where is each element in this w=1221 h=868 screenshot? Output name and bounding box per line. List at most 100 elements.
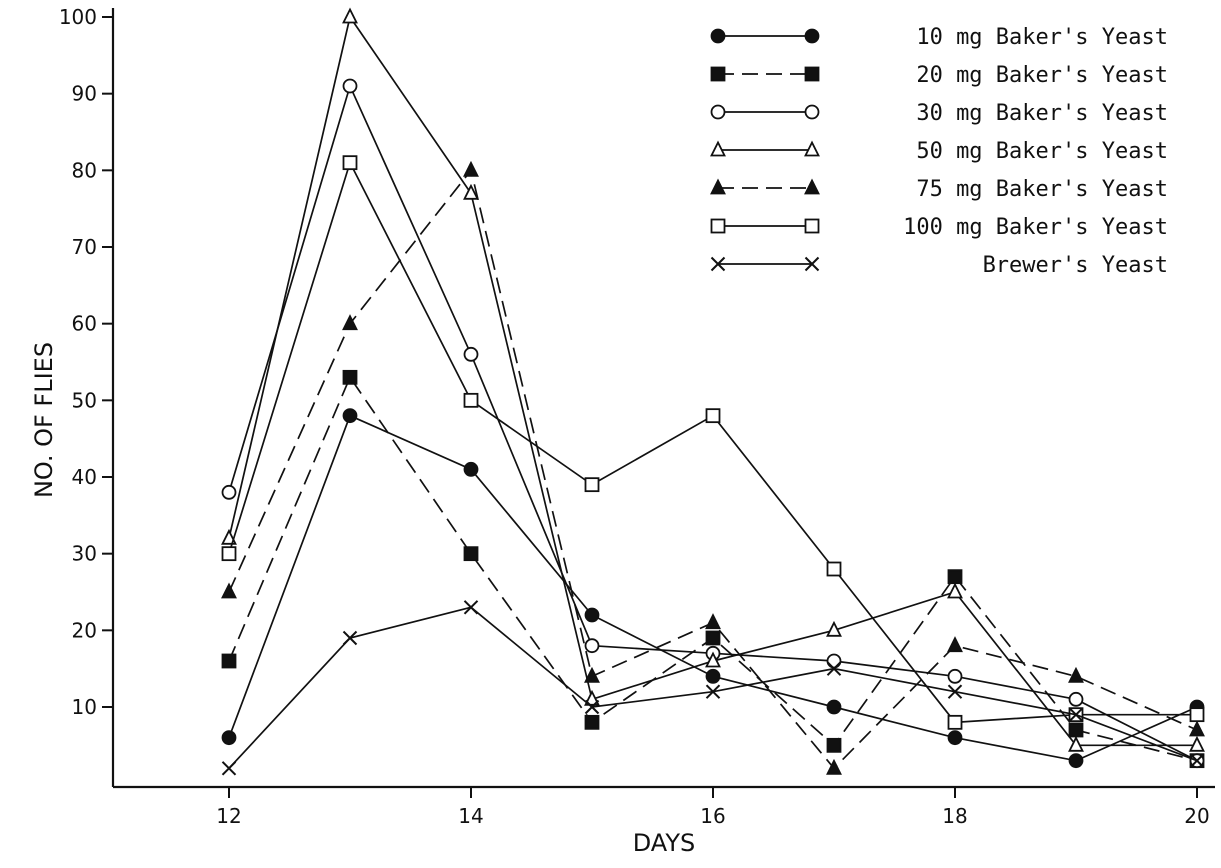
axes: [111, 8, 1215, 789]
data-point: [1068, 707, 1084, 722]
series-7: [221, 600, 1205, 776]
data-point: [463, 160, 479, 177]
data-point: [463, 600, 479, 615]
data-point: [947, 730, 963, 746]
legend-label: 100 mg Baker's Yeast: [903, 215, 1168, 240]
data-point: [584, 699, 600, 715]
y-tick-label: 50: [72, 388, 97, 412]
data-point: [342, 7, 358, 24]
legend-marker: [710, 256, 726, 272]
data-point: [705, 630, 721, 646]
legend-marker: [710, 66, 726, 82]
data-point: [947, 684, 963, 699]
data-point: [463, 392, 479, 408]
data-point: [584, 689, 600, 706]
series-2: [221, 369, 1205, 769]
x-tick-label: 16: [700, 804, 725, 828]
data-point: [826, 653, 842, 669]
data-point: [463, 546, 479, 562]
data-point: [342, 408, 358, 424]
data-point: [826, 699, 842, 715]
data-point: [1189, 707, 1205, 723]
data-point: [947, 582, 963, 599]
legend-marker: [710, 218, 726, 234]
legend-label: 10 mg Baker's Yeast: [916, 25, 1168, 50]
data-point: [342, 155, 358, 171]
legend-item: Brewer's Yeast: [710, 253, 1168, 278]
data-point: [342, 369, 358, 385]
data-point: [342, 314, 358, 331]
data-point: [463, 346, 479, 362]
legend-marker: [710, 28, 726, 44]
data-point: [342, 78, 358, 94]
y-tick-label: 10: [72, 695, 97, 719]
x-tick-label: 14: [458, 804, 483, 828]
data-point: [221, 546, 237, 562]
data-point: [705, 408, 721, 424]
y-tick-label: 90: [72, 82, 97, 106]
data-point: [584, 714, 600, 730]
data-point: [584, 607, 600, 623]
series-1: [221, 408, 1205, 769]
x-tick-label: 20: [1184, 804, 1209, 828]
y-tick-label: 100: [59, 5, 97, 29]
y-axis-title: NO. OF FLIES: [30, 342, 58, 498]
data-point: [947, 636, 963, 653]
data-point: [1068, 722, 1084, 738]
data-point: [1068, 691, 1084, 707]
data-point: [1189, 720, 1205, 737]
legend-item: 75 mg Baker's Yeast: [710, 177, 1168, 202]
legend-item: 100 mg Baker's Yeast: [710, 215, 1168, 240]
data-point: [1068, 753, 1084, 769]
y-tick-label: 70: [72, 235, 97, 259]
data-point: [826, 758, 842, 775]
data-point: [221, 730, 237, 746]
data-point: [584, 666, 600, 683]
data-point: [221, 653, 237, 669]
ticks: 12 14 16 18 20 10 20 30 40 50 60 70 80 90 100: [59, 5, 1210, 828]
legend-marker: [804, 104, 820, 120]
series-line: [228, 375, 1198, 762]
data-point: [705, 684, 721, 699]
data-point: [221, 582, 237, 599]
data-point: [1189, 753, 1205, 768]
legend-item: 50 mg Baker's Yeast: [710, 139, 1168, 164]
legend-label: 50 mg Baker's Yeast: [916, 139, 1168, 164]
data-point: [947, 569, 963, 585]
data-point: [705, 668, 721, 684]
series-group: [221, 7, 1205, 776]
data-point: [463, 461, 479, 477]
data-point: [1068, 666, 1084, 683]
legend-marker: [804, 28, 820, 44]
data-point: [463, 183, 479, 200]
legend: 10 mg Baker's Yeast 20 mg Baker's Yeast 30…: [710, 25, 1168, 278]
data-point: [584, 477, 600, 493]
legend-marker: [710, 104, 726, 120]
data-point: [221, 484, 237, 500]
data-point: [1189, 735, 1205, 752]
legend-label: 30 mg Baker's Yeast: [916, 101, 1168, 126]
data-point: [221, 761, 237, 776]
legend-marker: [804, 66, 820, 82]
data-point: [947, 714, 963, 730]
series-line: [228, 414, 1198, 762]
x-tick-label: 18: [942, 804, 967, 828]
data-point: [342, 630, 358, 646]
data-point: [826, 661, 842, 676]
y-tick-label: 60: [72, 312, 97, 336]
x-tick-label: 12: [216, 804, 241, 828]
data-point: [1068, 735, 1084, 752]
legend-marker: [804, 140, 820, 157]
y-tick-label: 20: [72, 618, 97, 642]
data-point: [705, 651, 721, 668]
series-4: [221, 7, 1205, 752]
legend-marker: [804, 178, 820, 195]
legend-marker: [804, 218, 820, 234]
legend-item: 10 mg Baker's Yeast: [710, 25, 1168, 50]
data-point: [584, 638, 600, 654]
data-point: [826, 737, 842, 753]
x-axis-title: DAYS: [633, 829, 696, 857]
legend-item: 30 mg Baker's Yeast: [710, 101, 1168, 126]
legend-marker: [804, 256, 820, 272]
